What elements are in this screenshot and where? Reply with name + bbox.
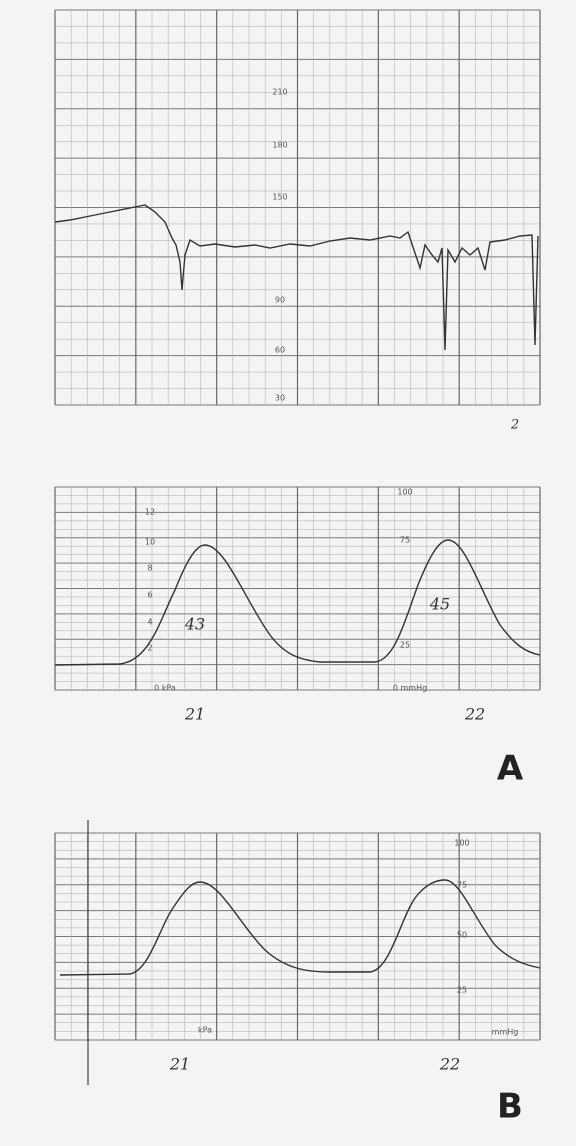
unit-label: 0 kPa xyxy=(154,684,176,693)
scale-label: 4 xyxy=(147,618,152,627)
unit-label: 0 mmHg xyxy=(393,684,427,693)
scale-label: 2 xyxy=(147,644,152,653)
scale-label: 10 xyxy=(145,538,155,547)
scale-label: 180 xyxy=(272,141,287,150)
scale-label: 50 xyxy=(457,931,467,940)
fhr-trace xyxy=(54,204,539,351)
time-mark: 22 xyxy=(464,705,485,724)
scale-label: 60 xyxy=(275,346,285,355)
uterine-trace-a xyxy=(54,539,541,666)
scale-label: 210 xyxy=(272,88,287,97)
handwritten-mark: 43 xyxy=(184,615,205,634)
time-mark: 22 xyxy=(439,1055,460,1074)
unit-label: kPa xyxy=(198,1026,212,1035)
scale-label: 100 xyxy=(397,488,412,497)
scale-label: 12 xyxy=(145,508,155,517)
scale-label: 100 xyxy=(454,839,469,848)
scale-label: 150 xyxy=(272,193,287,202)
scale-label: 6 xyxy=(147,591,152,600)
scale-label: 75 xyxy=(400,536,410,545)
unit-label: mmHg xyxy=(492,1028,519,1037)
time-mark: 21 xyxy=(184,705,205,724)
panel-label: B xyxy=(497,1087,523,1127)
time-mark: 21 xyxy=(169,1055,190,1074)
uterine-trace-b xyxy=(59,879,541,976)
scale-label: 75 xyxy=(457,881,467,890)
handwritten-mark: 45 xyxy=(429,595,450,614)
scale-label: 90 xyxy=(275,296,285,305)
grids xyxy=(54,9,541,1041)
panel-label: A xyxy=(497,749,524,789)
scale-label: 25 xyxy=(457,986,467,995)
page-note: 2 xyxy=(510,418,519,433)
scale-label: 30 xyxy=(275,394,285,403)
scale-label: 8 xyxy=(147,564,152,573)
scale-label: 25 xyxy=(400,641,410,650)
